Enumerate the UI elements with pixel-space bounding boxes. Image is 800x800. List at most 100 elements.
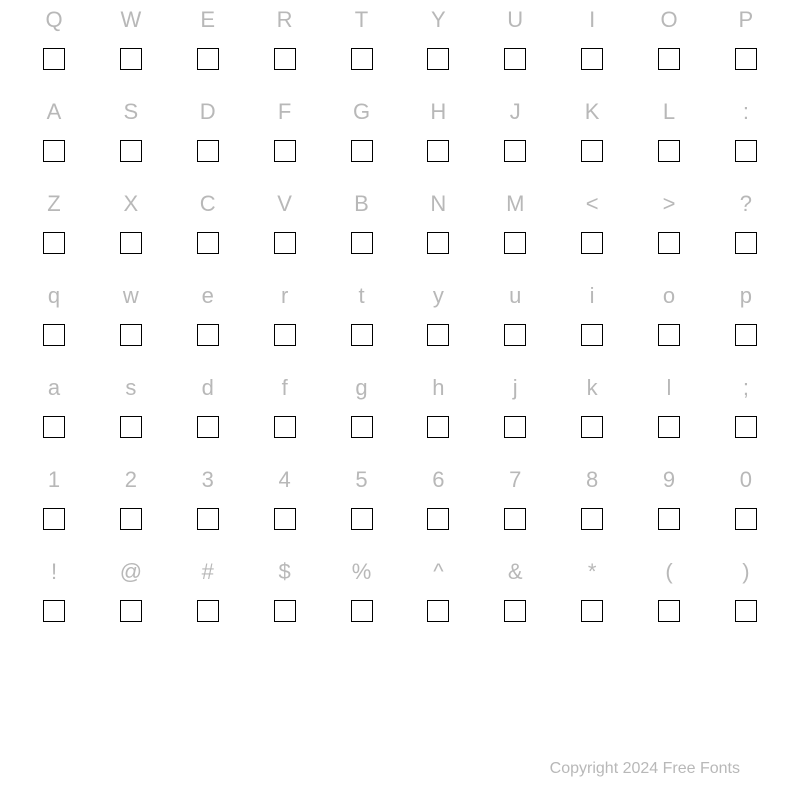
glyph-box <box>581 416 603 438</box>
char-label: E <box>200 0 215 40</box>
char-label: ) <box>742 552 749 592</box>
char-cell: Q <box>20 0 88 90</box>
char-label: j <box>513 368 518 408</box>
char-label: s <box>125 368 136 408</box>
char-cell: V <box>251 184 319 274</box>
char-cell: 1 <box>20 460 88 550</box>
glyph-box <box>351 48 373 70</box>
glyph-box <box>351 508 373 530</box>
char-label: k <box>587 368 598 408</box>
char-cell: u <box>481 276 549 366</box>
char-cell: ! <box>20 552 88 642</box>
char-label: 8 <box>586 460 598 500</box>
char-label: q <box>48 276 60 316</box>
char-cell: k <box>558 368 626 458</box>
char-cell: r <box>251 276 319 366</box>
glyph-box <box>658 48 680 70</box>
glyph-box <box>581 140 603 162</box>
char-label: ? <box>740 184 752 224</box>
char-cell: < <box>558 184 626 274</box>
char-label: L <box>663 92 675 132</box>
glyph-box <box>43 140 65 162</box>
char-label: X <box>124 184 139 224</box>
char-cell: J <box>481 92 549 182</box>
char-label: l <box>667 368 672 408</box>
char-cell: * <box>558 552 626 642</box>
char-label: Y <box>431 0 446 40</box>
glyph-box <box>504 600 526 622</box>
char-label: < <box>586 184 599 224</box>
char-label: 2 <box>125 460 137 500</box>
char-cell: U <box>481 0 549 90</box>
char-cell: P <box>712 0 780 90</box>
char-label: U <box>507 0 523 40</box>
glyph-box <box>658 416 680 438</box>
glyph-box <box>504 140 526 162</box>
char-cell: @ <box>97 552 165 642</box>
char-label: 9 <box>663 460 675 500</box>
glyph-box <box>43 600 65 622</box>
char-row: a s d f g h j k l ; <box>20 368 780 458</box>
char-cell: W <box>97 0 165 90</box>
glyph-box <box>658 600 680 622</box>
char-row: ! @ # $ % ^ & * ( ) <box>20 552 780 642</box>
char-cell: 3 <box>174 460 242 550</box>
glyph-box <box>43 416 65 438</box>
char-label: V <box>277 184 292 224</box>
char-cell: X <box>97 184 165 274</box>
char-cell: E <box>174 0 242 90</box>
glyph-box <box>197 232 219 254</box>
char-row: A S D F G H J K L : <box>20 92 780 182</box>
char-cell: Y <box>404 0 472 90</box>
glyph-box <box>43 48 65 70</box>
glyph-box <box>197 508 219 530</box>
char-label: : <box>743 92 749 132</box>
char-label: p <box>740 276 752 316</box>
char-cell: C <box>174 184 242 274</box>
char-label: ( <box>665 552 672 592</box>
char-row: Q W E R T Y U I O P <box>20 0 780 90</box>
char-label: f <box>282 368 288 408</box>
glyph-box <box>351 232 373 254</box>
glyph-box <box>351 324 373 346</box>
char-cell: $ <box>251 552 319 642</box>
char-cell: O <box>635 0 703 90</box>
char-cell: & <box>481 552 549 642</box>
glyph-box <box>735 140 757 162</box>
char-cell: # <box>174 552 242 642</box>
char-cell: 7 <box>481 460 549 550</box>
char-label: O <box>660 0 677 40</box>
char-label: T <box>355 0 368 40</box>
char-cell: 2 <box>97 460 165 550</box>
character-map: Q W E R T Y U I O P A S D F G H J K L : … <box>0 0 800 644</box>
char-cell: : <box>712 92 780 182</box>
char-cell: a <box>20 368 88 458</box>
char-cell: g <box>328 368 396 458</box>
char-cell: 5 <box>328 460 396 550</box>
glyph-box <box>581 324 603 346</box>
glyph-box <box>735 416 757 438</box>
char-cell: M <box>481 184 549 274</box>
char-label: B <box>354 184 369 224</box>
char-cell: q <box>20 276 88 366</box>
char-label: t <box>358 276 364 316</box>
char-cell: T <box>328 0 396 90</box>
glyph-box <box>120 48 142 70</box>
char-label: w <box>123 276 139 316</box>
glyph-box <box>197 416 219 438</box>
char-cell: 8 <box>558 460 626 550</box>
glyph-box <box>120 416 142 438</box>
glyph-box <box>43 324 65 346</box>
char-cell: A <box>20 92 88 182</box>
char-cell: ? <box>712 184 780 274</box>
char-label: 7 <box>509 460 521 500</box>
glyph-box <box>197 48 219 70</box>
char-cell: H <box>404 92 472 182</box>
glyph-box <box>581 232 603 254</box>
char-cell: 4 <box>251 460 319 550</box>
char-label: r <box>281 276 288 316</box>
char-cell: D <box>174 92 242 182</box>
char-label: G <box>353 92 370 132</box>
char-cell: I <box>558 0 626 90</box>
char-label: e <box>202 276 214 316</box>
